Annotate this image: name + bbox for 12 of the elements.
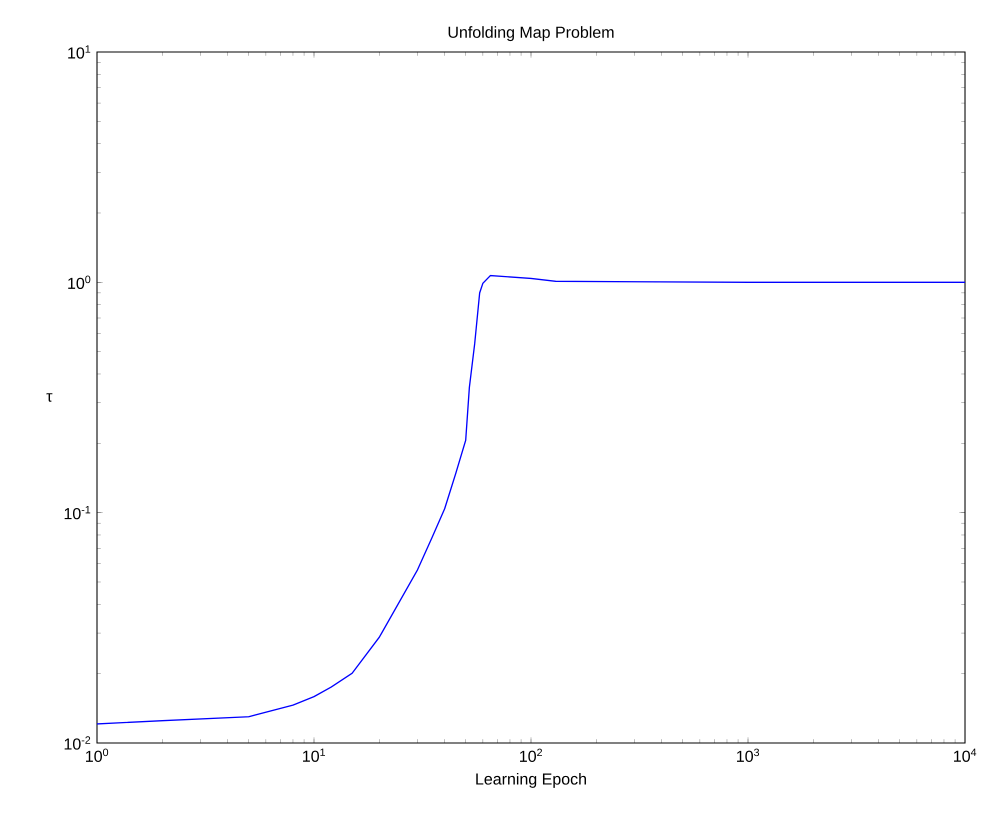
- x-tick-label: 10$^{2}$: [520, 748, 542, 762]
- y-tick-label: 10$^{-1}$: [64, 506, 90, 520]
- y-tick-label: 10$^{0}$: [68, 276, 90, 290]
- y-tick-label: 10$^{1}$: [68, 45, 90, 59]
- x-tick-label: 10$^{4}$: [954, 748, 976, 762]
- y-axis-title: τ: [46, 393, 52, 402]
- x-tick-label: 10$^{1}$: [303, 748, 326, 762]
- x-axis-title: Learning Epoch: [476, 772, 586, 788]
- chart-title: Unfolding Map Problem: [448, 26, 614, 42]
- y-tick-label: 10$^{-2}$: [64, 736, 90, 750]
- x-tick-label: 10$^{3}$: [737, 748, 760, 762]
- x-tick-label: 10$^{0}$: [86, 748, 108, 762]
